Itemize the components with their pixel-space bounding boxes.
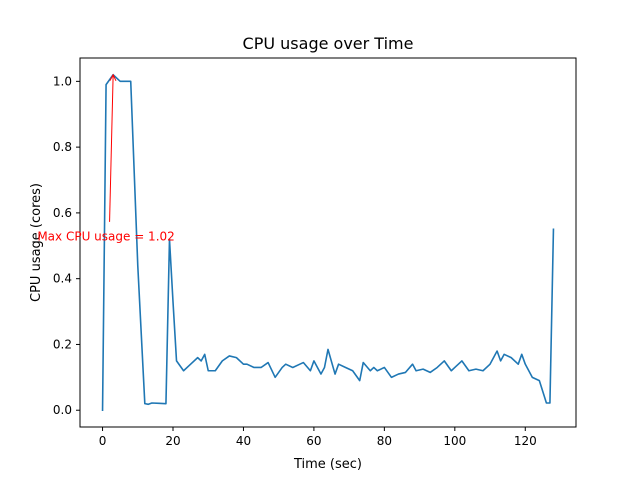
series-line-0 [101, 73, 555, 412]
axis-ticks: 0 20 40 60 80 100 120 0.0 0.2 0.4 0.6 0.8 1.0 [53, 74, 537, 448]
y-tick-label: 0.6 [53, 206, 72, 220]
x-tick-label: 60 [306, 434, 321, 448]
max-annotation: Max CPU usage = 1.02 [37, 73, 175, 243]
x-axis-label: Time (sec) [293, 457, 362, 472]
y-tick-label: 0.4 [53, 272, 72, 286]
plot-area [101, 73, 555, 412]
x-tick-label: 20 [165, 434, 180, 448]
y-axis-label: CPU usage (cores) [29, 183, 44, 302]
x-tick-label: 80 [377, 434, 392, 448]
x-tick-label: 0 [99, 434, 107, 448]
y-tick-label: 0.8 [53, 140, 72, 154]
x-tick-label: 120 [514, 434, 537, 448]
annotation-arrow-line [109, 75, 114, 222]
annotation-text: Max CPU usage = 1.02 [37, 229, 174, 243]
x-tick-label: 100 [443, 434, 466, 448]
y-tick-label: 0.2 [53, 337, 72, 351]
axes-frame [79, 57, 577, 428]
chart-title: CPU usage over Time [243, 34, 414, 53]
annotation-arrow-head [109, 73, 117, 82]
y-tick-label: 0.0 [53, 403, 72, 417]
y-tick-label: 1.0 [53, 74, 72, 88]
x-tick-label: 40 [236, 434, 251, 448]
